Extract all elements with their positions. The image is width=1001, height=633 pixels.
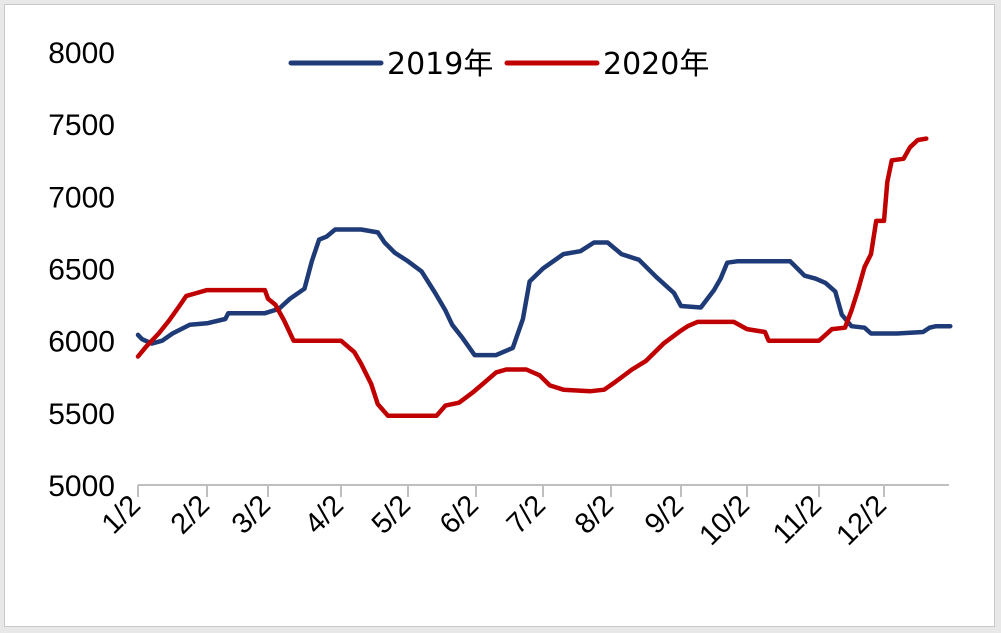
- y-axis-tick-labels: 5000 5500 6000 6500 7000 7500 8000: [48, 37, 115, 503]
- x-tick-label: 10/2: [693, 489, 756, 552]
- x-tick-label: 8/2: [569, 489, 620, 540]
- y-tick-label: 6000: [48, 326, 115, 359]
- x-axis-tick-labels: 1/2 2/2 3/2 4/2 5/2 6/2 7/2 8/2 9/2 10/2 11/2 12/2: [96, 489, 893, 552]
- y-tick-label: 5000: [48, 470, 115, 503]
- x-tick-label: 9/2: [639, 489, 690, 540]
- x-tick-label: 5/2: [366, 489, 417, 540]
- x-axis: [137, 484, 949, 497]
- legend: 2019年 2020年: [288, 47, 709, 82]
- y-tick-label: 7500: [48, 109, 115, 142]
- x-tick-label: 3/2: [226, 489, 277, 540]
- x-tick-label: 7/2: [501, 489, 552, 540]
- x-tick-label: 11/2: [767, 489, 828, 550]
- series-line-2: [135, 136, 929, 418]
- y-tick-label: 6500: [48, 254, 115, 287]
- y-tick-label: 8000: [48, 37, 115, 70]
- x-tick-label: 6/2: [434, 489, 485, 540]
- y-tick-label: 5500: [48, 398, 115, 431]
- chart-frame: 5000 5500 6000 6500 7000 7500 8000 1/2 2/2 3/2 4/…: [4, 4, 995, 627]
- y-tick-label: 7000: [48, 181, 115, 214]
- series-line-1: [135, 227, 953, 358]
- x-tick-label: 4/2: [299, 489, 350, 540]
- x-tick-label: 12/2: [830, 489, 893, 552]
- legend-label: 2019年: [387, 47, 493, 82]
- legend-label: 2020年: [603, 47, 709, 82]
- series-lines: [135, 136, 953, 418]
- x-tick-label: 2/2: [165, 489, 216, 540]
